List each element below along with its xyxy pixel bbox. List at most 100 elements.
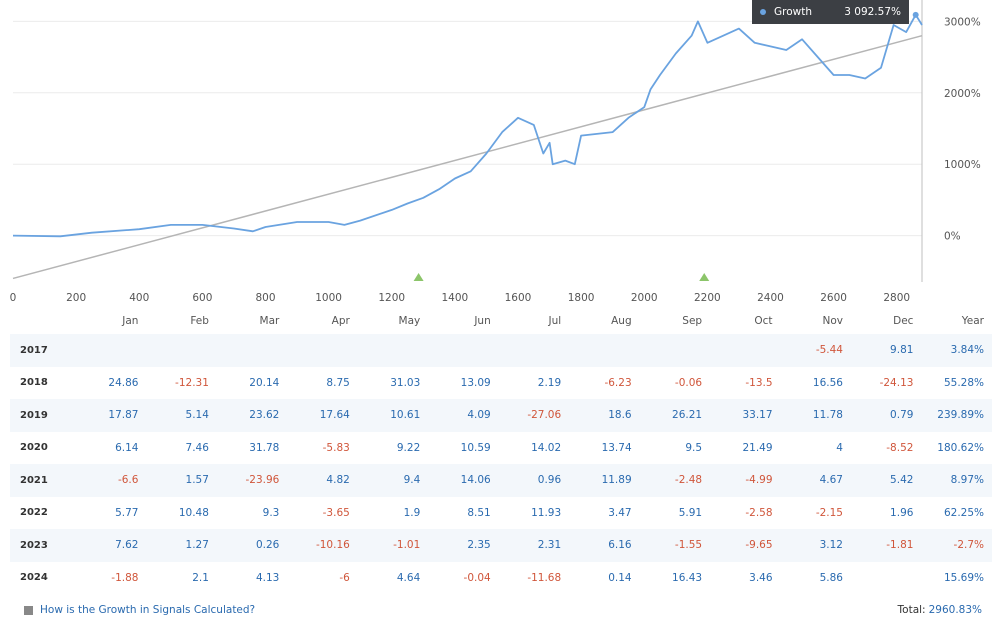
month-cell: 18.6 <box>569 399 640 432</box>
growth-line <box>12 13 923 238</box>
row-year: 2019 <box>10 399 76 432</box>
row-year: 2018 <box>20 377 48 389</box>
month-cell: -27.06 <box>498 399 570 432</box>
month-cell: -1.55 <box>639 529 711 562</box>
month-cell: 1.57 <box>146 464 217 497</box>
column-header: Jul <box>548 315 562 327</box>
month-cell: -2.48 <box>639 464 711 497</box>
month-cell: -4.99 <box>710 464 781 497</box>
x-tick-label: 2400 <box>757 292 784 304</box>
month-cell: 3.46 <box>749 571 773 584</box>
month-cell: -13.5 <box>745 376 773 389</box>
footer-link-text[interactable]: How is the Growth in Signals Calculated? <box>40 604 256 616</box>
x-tick-label: 800 <box>255 292 275 304</box>
month-cell <box>710 334 781 367</box>
y-tick-label: 1000% <box>944 159 981 171</box>
monthly-growth-table: Jan Feb Mar Apr May Jun Jul Aug Sep Oct Nov Dec Year… <box>10 308 992 594</box>
deposit-marker <box>699 273 710 281</box>
y-tick-label: 2000% <box>944 88 981 100</box>
month-cell <box>851 562 921 595</box>
month-cell: 0.26 <box>216 529 288 562</box>
month-cell <box>216 334 288 367</box>
x-tick-label: 1200 <box>378 292 405 304</box>
month-cell: -6 <box>339 571 350 584</box>
month-cell: 2.35 <box>428 529 499 562</box>
month-cell: 9.81 <box>850 334 922 367</box>
x-tick-label: 2600 <box>820 292 847 304</box>
growth-calculation-link[interactable]: How is the Growth in Signals Calculated? <box>24 604 255 616</box>
x-tick-label: 0 <box>10 292 17 304</box>
month-cell: 7.46 <box>185 441 209 454</box>
month-cell: 24.86 <box>108 376 139 389</box>
month-cell <box>428 334 499 367</box>
month-cell: 16.43 <box>672 571 703 584</box>
table-row: 2024 -1.88 2.1 4.13 -6 4.64 -0.04 -11.68 0.14 16.… <box>10 562 992 595</box>
month-cell: 2.19 <box>537 376 562 389</box>
month-cell: 5.77 <box>115 506 139 519</box>
month-cell: 33.17 <box>710 399 781 432</box>
tooltip-label: Growth <box>774 6 813 18</box>
chart-grid <box>13 20 922 237</box>
row-year: 2024 <box>20 572 48 584</box>
y-tick-label: 0% <box>944 231 961 243</box>
month-cell: 17.87 <box>76 399 147 432</box>
month-cell: 0.96 <box>498 464 570 497</box>
column-header: Aug <box>611 315 632 327</box>
chart-markers <box>413 273 710 281</box>
month-cell: 2.1 <box>192 571 209 584</box>
year-total-cell: 62.25% <box>943 506 984 519</box>
x-tick-label: 1400 <box>442 292 469 304</box>
month-cell: 11.78 <box>780 399 851 432</box>
month-cell: 4.13 <box>255 571 280 584</box>
month-cell: 20.14 <box>249 376 280 389</box>
month-cell: -12.31 <box>175 376 209 389</box>
month-cell: 9.5 <box>685 441 703 454</box>
x-tick-label: 200 <box>66 292 86 304</box>
row-year: 2022 <box>20 507 48 519</box>
month-cell: -2.58 <box>745 506 773 519</box>
table-row: 2022 5.77 10.48 9.3 -3.65 1.9 8.51 11.93 3.47 5.9… <box>10 497 992 530</box>
trend-line <box>12 34 923 280</box>
month-cell: -9.65 <box>710 529 781 562</box>
month-cell: -10.16 <box>287 529 358 562</box>
month-cell: -23.96 <box>216 464 288 497</box>
table-row: 2020 6.14 7.46 31.78 -5.83 9.22 10.59 14.02 13.7… <box>10 432 992 465</box>
x-tick-label: 2800 <box>883 292 910 304</box>
month-cell <box>76 334 147 367</box>
year-total-cell: -2.7% <box>921 529 992 562</box>
month-cell: 6.16 <box>569 529 640 562</box>
month-cell: -8.52 <box>886 441 914 454</box>
month-cell: -1.88 <box>111 571 139 584</box>
month-cell: -2.15 <box>815 506 843 519</box>
month-cell: 5.14 <box>146 399 217 432</box>
month-cell <box>287 334 358 367</box>
month-cell: 5.42 <box>850 464 922 497</box>
month-cell: 10.48 <box>178 506 209 519</box>
table-body: 2017 -5.44 9.81 3.84% 2018 24.86 -12.31 20.14 8.… <box>10 334 992 594</box>
year-total-cell: 8.97% <box>921 464 992 497</box>
month-cell: 3.12 <box>780 529 851 562</box>
month-cell: -6.23 <box>604 376 632 389</box>
x-tick-label: 400 <box>129 292 149 304</box>
year-total-cell: 3.84% <box>921 334 992 367</box>
month-cell: 16.56 <box>812 376 843 389</box>
month-cell: 23.62 <box>216 399 288 432</box>
month-cell: 6.14 <box>115 441 139 454</box>
y-axis: 3000% 2000% 1000% 0% <box>921 0 981 282</box>
month-cell: 3.47 <box>608 506 632 519</box>
month-cell: 8.75 <box>326 376 350 389</box>
y-tick-label: 3000% <box>944 16 981 28</box>
table-row: 2018 24.86 -12.31 20.14 8.75 31.03 13.09 2.19 -6… <box>10 367 992 400</box>
month-cell: 9.3 <box>262 506 280 519</box>
column-header: May <box>398 315 421 327</box>
x-tick-label: 2200 <box>694 292 721 304</box>
table-row: 2023 7.62 1.27 0.26 -10.16 -1.01 2.35 2.31 6.16-… <box>10 529 992 562</box>
table-row: 2019 17.87 5.14 23.62 17.64 10.61 4.09 -27.06 18… <box>10 399 992 432</box>
month-cell: 1.27 <box>146 529 217 562</box>
x-tick-label: 1600 <box>505 292 532 304</box>
month-cell <box>639 334 711 367</box>
row-year: 2021 <box>10 464 76 497</box>
month-cell: 2.31 <box>498 529 570 562</box>
month-cell: 11.89 <box>569 464 640 497</box>
growth-point <box>912 11 919 18</box>
